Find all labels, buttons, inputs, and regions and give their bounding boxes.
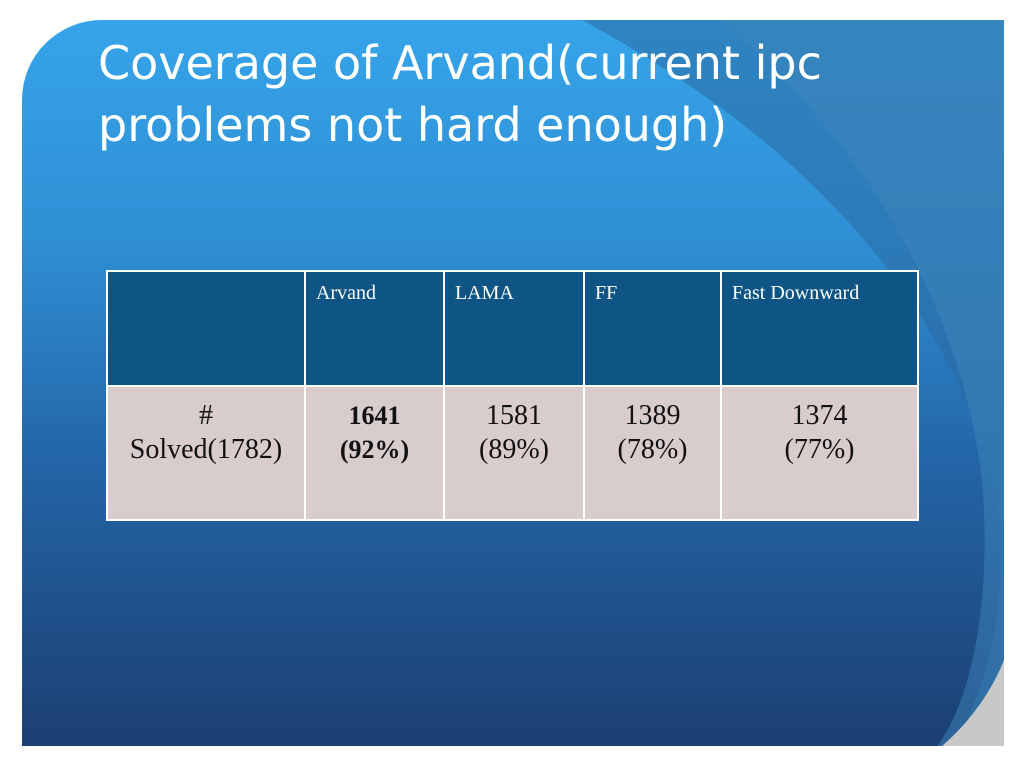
row-label: # Solved(1782) — [106, 385, 306, 521]
text-line: 1389 — [624, 400, 681, 431]
cell: 1641 (92%) — [304, 385, 445, 521]
header-cell: Arvand — [304, 270, 445, 387]
cell: 1581 (89%) — [443, 385, 585, 521]
header-cell: Fast Downward — [720, 270, 919, 387]
corner-shape — [942, 660, 1004, 746]
background-decoration — [582, 20, 1004, 746]
text-line: 1581 — [486, 400, 542, 431]
text-line: (92%) — [339, 435, 410, 464]
title-line: Coverage of Arvand(current ipc — [98, 36, 822, 90]
text-line: Solved(1782) — [129, 434, 283, 465]
slide-title: Coverage of Arvand(current ipc problems … — [98, 32, 822, 156]
cell: 1389 (78%) — [583, 385, 722, 521]
text-line: 1374 — [791, 400, 848, 431]
data-row: # Solved(1782) 1641 (92%) 1581 (89%) 1389 (7… — [106, 385, 919, 521]
text-line: (77%) — [784, 434, 855, 465]
cell: 1374 (77%) — [720, 385, 919, 521]
curve-shape — [722, 20, 1004, 746]
header-cell: LAMA — [443, 270, 585, 387]
slide: Coverage of Arvand(current ipc problems … — [22, 20, 1004, 746]
title-line: problems not hard enough) — [98, 98, 728, 152]
text-line: (78%) — [617, 434, 688, 465]
text-line: 1641 — [348, 401, 401, 430]
header-row: Arvand LAMA FF Fast Downward — [106, 270, 919, 387]
header-cell: FF — [583, 270, 722, 387]
text-line: (89%) — [479, 434, 549, 465]
text-line: # — [199, 400, 213, 431]
results-table: Arvand LAMA FF Fast Downward # Solved(178… — [106, 270, 919, 521]
header-cell — [106, 270, 306, 387]
